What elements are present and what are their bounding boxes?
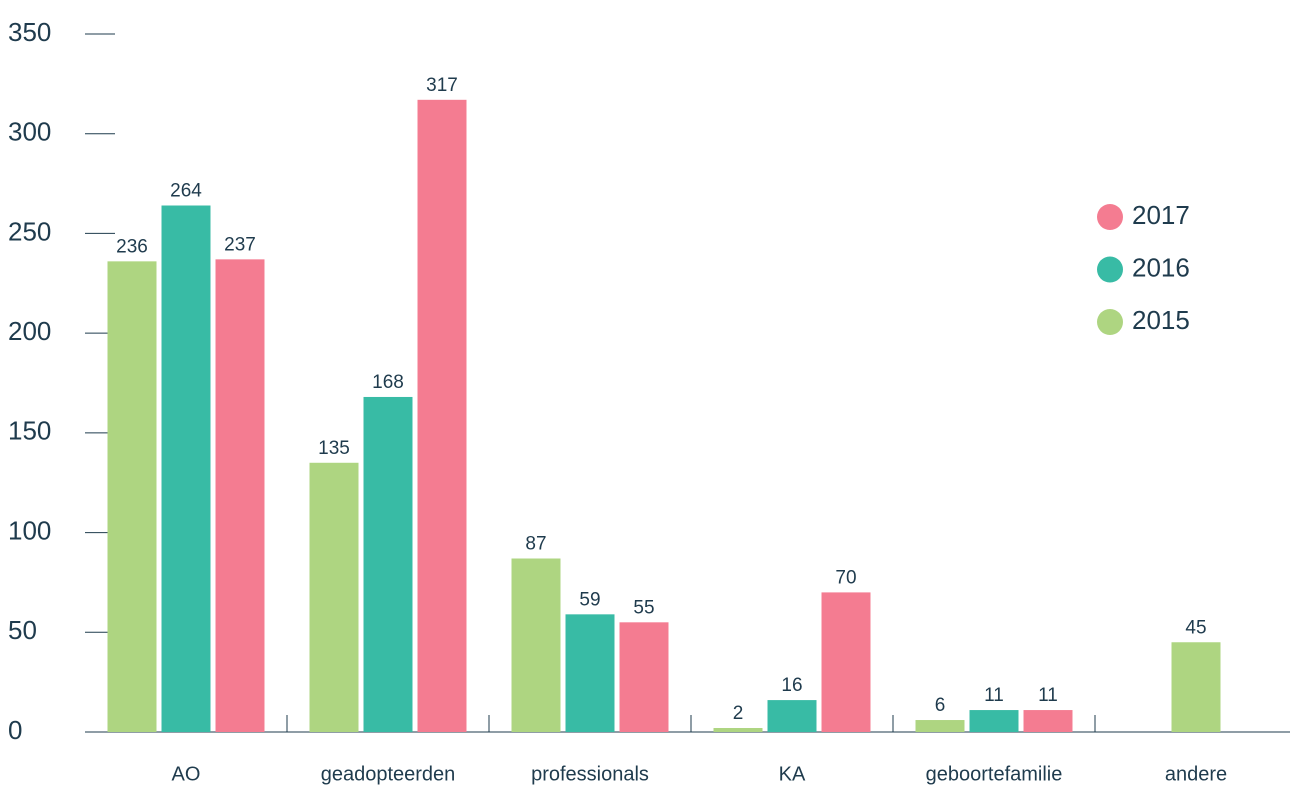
value-label: 317 (426, 75, 458, 96)
legend-label: 2017 (1132, 200, 1190, 230)
y-tick-label: 200 (8, 316, 51, 346)
value-label: 59 (579, 589, 600, 610)
bar (107, 261, 157, 732)
x-tick-label: KA (779, 763, 806, 785)
y-tick-label: 50 (8, 615, 37, 645)
value-label: 16 (781, 675, 802, 696)
y-tick-label: 300 (8, 117, 51, 147)
x-tick-label: professionals (531, 763, 649, 785)
y-tick-label: 100 (8, 515, 51, 545)
bar (821, 592, 871, 732)
bar (309, 462, 359, 732)
legend-label: 2016 (1132, 252, 1190, 282)
legend-label: 2015 (1132, 305, 1190, 335)
value-label: 45 (1185, 617, 1206, 638)
value-label: 55 (633, 597, 654, 618)
value-label: 6 (935, 695, 946, 716)
bar (1023, 710, 1073, 732)
value-label: 2 (733, 703, 744, 724)
value-label: 135 (318, 438, 350, 459)
value-label: 168 (372, 372, 404, 393)
y-tick-label: 350 (8, 17, 51, 47)
bar (619, 622, 669, 732)
bar (511, 558, 561, 732)
x-tick-label: geadopteerden (321, 763, 456, 785)
value-label: 11 (1038, 685, 1058, 706)
value-label: 70 (835, 567, 856, 588)
value-label: 264 (170, 181, 202, 202)
value-label: 87 (525, 534, 546, 555)
bar (215, 259, 265, 732)
legend-swatch (1097, 309, 1123, 335)
bar (1171, 642, 1221, 732)
bar (161, 205, 211, 733)
bar (767, 700, 817, 732)
y-tick-label: 150 (8, 416, 51, 446)
legend-swatch (1097, 256, 1123, 283)
value-label: 236 (116, 236, 148, 257)
bar (565, 614, 615, 732)
value-label: 11 (984, 685, 1004, 706)
legend-swatch (1097, 204, 1123, 230)
y-tick-label: 0 (8, 715, 22, 745)
y-tick-label: 250 (8, 216, 51, 246)
bar (417, 99, 467, 733)
bar (363, 396, 413, 732)
bar (969, 710, 1019, 732)
x-tick-label: andere (1165, 763, 1227, 785)
bar (713, 728, 763, 732)
value-label: 237 (224, 234, 256, 255)
x-tick-label: geboortefamilie (926, 763, 1063, 785)
bar (915, 720, 965, 732)
x-tick-label: AO (172, 763, 201, 785)
